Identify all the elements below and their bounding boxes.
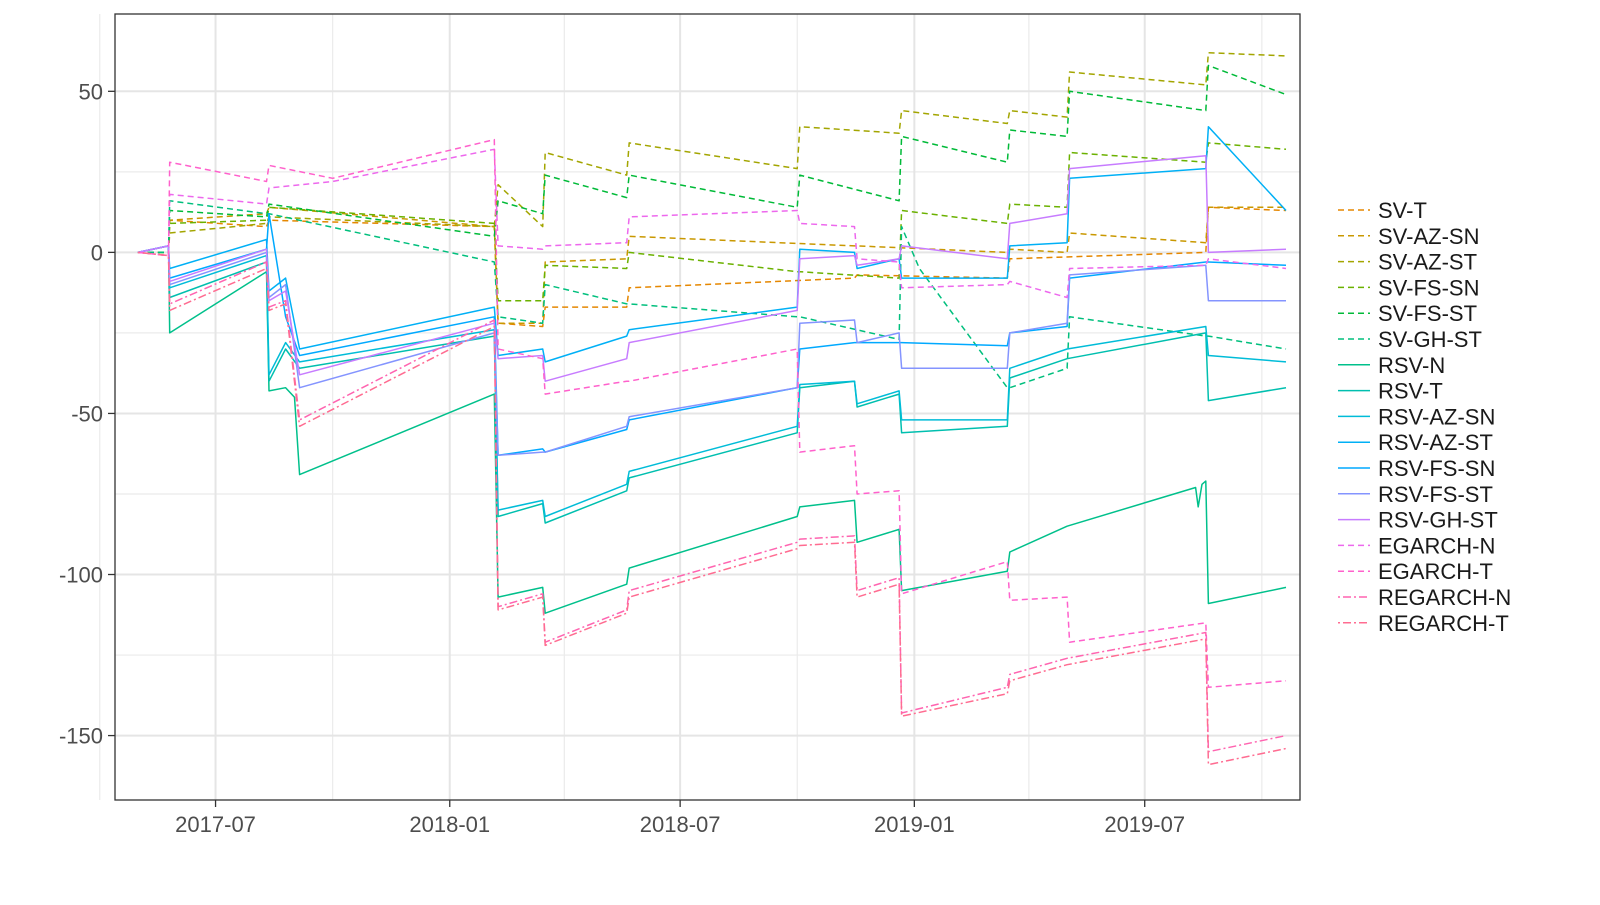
grid bbox=[99, 14, 1300, 800]
legend: SV-TSV-AZ-SNSV-AZ-STSV-FS-SNSV-FS-STSV-G… bbox=[1338, 198, 1511, 636]
series-line-rsv-az-st bbox=[137, 125, 1287, 363]
series-line-rsv-az-sn bbox=[137, 245, 1287, 518]
axes: 50 0 -50 -100 -150 2017-07 2018-01 2018-07 2019-… bbox=[59, 79, 1185, 837]
x-tick-label: 2018-01 bbox=[409, 812, 490, 837]
series-line-egarch-n bbox=[137, 148, 1287, 299]
legend-label-regarch-n: REGARCH-N bbox=[1378, 585, 1511, 610]
legend-label-rsv-fs-sn: RSV-FS-SN bbox=[1378, 456, 1495, 481]
legend-label-sv-gh-st: SV-GH-ST bbox=[1378, 327, 1482, 352]
legend-label-egarch-n: EGARCH-N bbox=[1378, 533, 1495, 558]
series-line-regarch-t bbox=[137, 251, 1287, 766]
plot-panel-border bbox=[114, 13, 1301, 801]
series-line-egarch-t bbox=[137, 138, 1287, 689]
x-tick-label: 2019-07 bbox=[1104, 812, 1185, 837]
x-tick-label: 2017-07 bbox=[175, 812, 256, 837]
series-line-sv-t bbox=[137, 206, 1287, 328]
series-line-rsv-gh-st bbox=[137, 154, 1287, 382]
series-line-sv-az-sn bbox=[137, 206, 1286, 324]
legend-label-rsv-az-st: RSV-AZ-ST bbox=[1378, 430, 1493, 455]
legend-label-rsv-t: RSV-T bbox=[1378, 379, 1443, 404]
series-line-sv-az-st bbox=[137, 51, 1287, 254]
legend-label-egarch-t: EGARCH-T bbox=[1378, 559, 1493, 584]
x-tick-label: 2019-01 bbox=[874, 812, 955, 837]
y-tick-label: -150 bbox=[59, 724, 103, 749]
series-line-rsv-fs-st bbox=[137, 245, 1286, 457]
series-line-rsv-n bbox=[137, 245, 1287, 614]
legend-label-sv-fs-st: SV-FS-ST bbox=[1378, 301, 1477, 326]
y-tick-label: 0 bbox=[91, 240, 103, 265]
legend-label-sv-fs-sn: SV-FS-SN bbox=[1378, 275, 1479, 300]
series-lines bbox=[137, 51, 1287, 766]
legend-label-sv-az-st: SV-AZ-ST bbox=[1378, 250, 1477, 275]
legend-label-regarch-t: REGARCH-T bbox=[1378, 611, 1509, 636]
legend-label-sv-t: SV-T bbox=[1378, 198, 1427, 223]
y-tick-label: -50 bbox=[71, 401, 103, 426]
legend-label-sv-az-sn: SV-AZ-SN bbox=[1378, 224, 1479, 249]
legend-label-rsv-gh-st: RSV-GH-ST bbox=[1378, 508, 1498, 533]
x-tick-label: 2018-07 bbox=[640, 812, 721, 837]
legend-label-rsv-fs-st: RSV-FS-ST bbox=[1378, 482, 1493, 507]
series-line-sv-fs-st bbox=[137, 64, 1287, 254]
legend-label-rsv-az-sn: RSV-AZ-SN bbox=[1378, 404, 1495, 429]
y-tick-label: -100 bbox=[59, 563, 103, 588]
y-tick-label: 50 bbox=[79, 79, 103, 104]
series-line-rsv-fs-sn bbox=[137, 212, 1287, 457]
legend-label-rsv-n: RSV-N bbox=[1378, 353, 1445, 378]
series-line-sv-gh-st bbox=[137, 200, 1287, 389]
